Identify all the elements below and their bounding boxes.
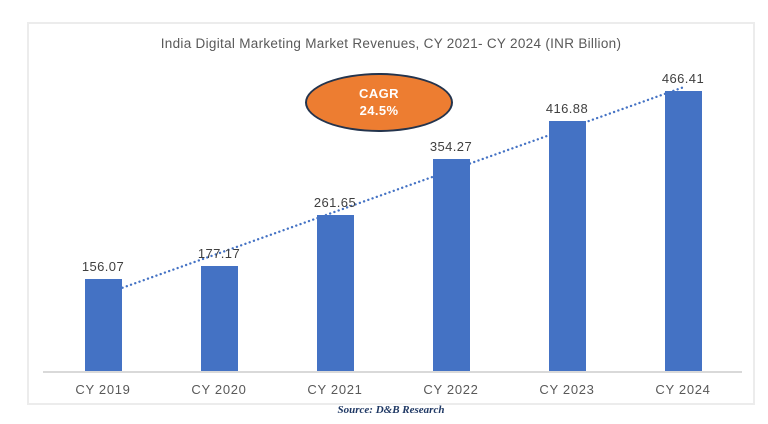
cagr-badge-value: 24.5% <box>359 102 399 118</box>
bar-cy-2019 <box>84 278 122 373</box>
cagr-badge-label: CAGR <box>359 85 399 101</box>
data-label: 466.41 <box>661 71 705 87</box>
x-axis-label: CY 2021 <box>307 382 363 397</box>
data-label: 261.65 <box>313 194 357 210</box>
x-axis-label: CY 2023 <box>539 382 595 397</box>
bar-cy-2022 <box>432 159 470 373</box>
bar-cy-2021 <box>316 214 354 373</box>
data-label: 354.27 <box>429 139 473 155</box>
chart-title: India Digital Marketing Market Revenues,… <box>160 36 622 51</box>
bar-cy-2023 <box>548 121 586 373</box>
x-axis-label: CY 2020 <box>191 382 247 397</box>
x-axis-label: CY 2019 <box>75 382 131 397</box>
cagr-badge: CAGR 24.5% <box>305 73 453 132</box>
x-axis-label: CY 2022 <box>423 382 479 397</box>
bar-cy-2020 <box>200 265 238 373</box>
data-label: 156.07 <box>81 258 125 274</box>
data-label: 177.17 <box>197 245 241 261</box>
data-label: 416.88 <box>545 101 589 117</box>
x-axis-line <box>43 371 742 373</box>
x-axis-label: CY 2024 <box>655 382 711 397</box>
bar-cy-2024 <box>664 91 702 373</box>
source-note: Source: D&B Research <box>337 404 445 416</box>
